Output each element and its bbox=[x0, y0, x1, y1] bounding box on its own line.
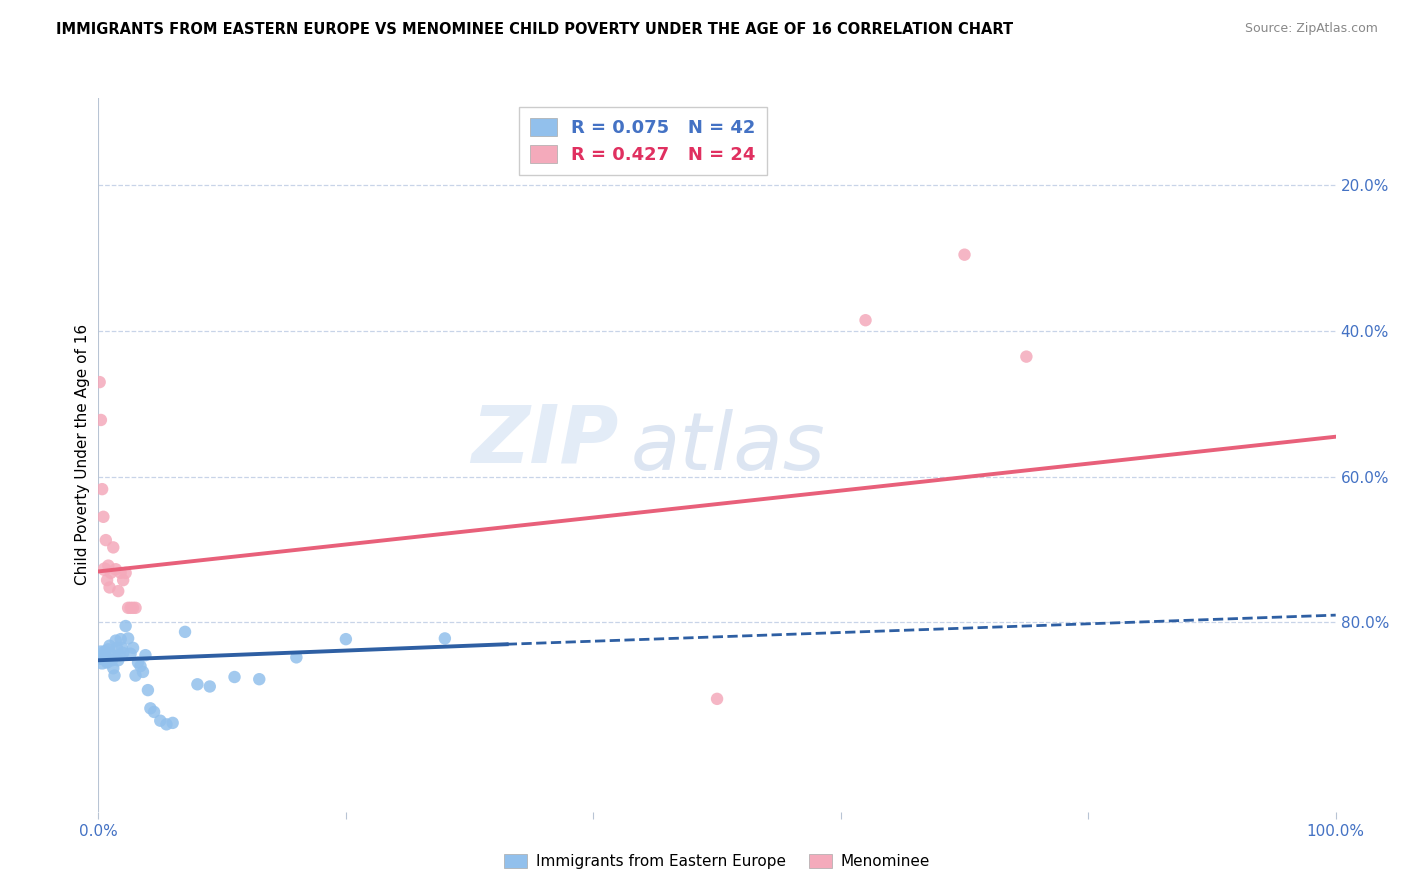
Point bbox=[127, 656, 149, 670]
Point bbox=[107, 584, 129, 599]
Point bbox=[96, 573, 118, 587]
Point bbox=[132, 665, 155, 679]
Point bbox=[433, 632, 456, 646]
Point bbox=[224, 670, 246, 684]
Point bbox=[953, 248, 976, 262]
Point bbox=[105, 640, 128, 655]
Point bbox=[134, 648, 156, 662]
Point bbox=[93, 650, 115, 665]
Point bbox=[98, 639, 121, 653]
Point bbox=[94, 653, 117, 667]
Point bbox=[117, 600, 139, 615]
Point bbox=[124, 600, 146, 615]
Point bbox=[285, 650, 308, 665]
Point bbox=[100, 647, 122, 661]
Legend: Immigrants from Eastern Europe, Menominee: Immigrants from Eastern Europe, Menomine… bbox=[498, 848, 936, 875]
Point bbox=[100, 566, 122, 580]
Point bbox=[139, 701, 162, 715]
Point bbox=[96, 656, 118, 670]
Point bbox=[91, 653, 114, 667]
Point bbox=[98, 581, 121, 595]
Point bbox=[247, 672, 270, 686]
Point bbox=[107, 653, 129, 667]
Point bbox=[112, 646, 135, 660]
Point bbox=[706, 691, 728, 706]
Point bbox=[108, 648, 131, 662]
Point bbox=[110, 566, 132, 580]
Point bbox=[335, 632, 357, 647]
Point bbox=[101, 653, 124, 667]
Point bbox=[120, 647, 142, 661]
Point bbox=[93, 562, 115, 576]
Text: ZIP: ZIP bbox=[471, 401, 619, 480]
Point bbox=[97, 643, 120, 657]
Point bbox=[174, 624, 197, 639]
Point bbox=[124, 668, 146, 682]
Point bbox=[103, 541, 125, 555]
Point bbox=[112, 573, 135, 587]
Point bbox=[89, 375, 111, 389]
Point bbox=[143, 705, 166, 719]
Point bbox=[94, 533, 117, 548]
Text: atlas: atlas bbox=[630, 409, 825, 487]
Point bbox=[104, 562, 127, 576]
Point bbox=[149, 714, 172, 728]
Point bbox=[1015, 350, 1038, 364]
Point bbox=[93, 644, 115, 658]
Point bbox=[103, 668, 125, 682]
Point bbox=[111, 640, 134, 655]
Point bbox=[855, 313, 877, 327]
Text: IMMIGRANTS FROM EASTERN EUROPE VS MENOMINEE CHILD POVERTY UNDER THE AGE OF 16 CO: IMMIGRANTS FROM EASTERN EUROPE VS MENOMI… bbox=[56, 22, 1014, 37]
Point bbox=[129, 659, 152, 673]
Point bbox=[155, 717, 177, 731]
Point bbox=[122, 640, 145, 655]
Point bbox=[122, 600, 145, 615]
Point bbox=[90, 648, 112, 662]
Point bbox=[162, 715, 184, 730]
Point bbox=[114, 619, 136, 633]
Point bbox=[114, 566, 136, 580]
Point bbox=[186, 677, 208, 691]
Point bbox=[136, 683, 159, 698]
Text: Source: ZipAtlas.com: Source: ZipAtlas.com bbox=[1244, 22, 1378, 36]
Point bbox=[97, 558, 120, 573]
Point bbox=[103, 661, 125, 675]
Point bbox=[93, 509, 115, 524]
Y-axis label: Child Poverty Under the Age of 16: Child Poverty Under the Age of 16 bbox=[75, 325, 90, 585]
Point bbox=[91, 482, 114, 496]
Point bbox=[120, 600, 142, 615]
Point bbox=[198, 680, 221, 694]
Point bbox=[110, 632, 132, 647]
Point bbox=[90, 413, 112, 427]
Point bbox=[117, 632, 139, 646]
Point bbox=[104, 633, 127, 648]
